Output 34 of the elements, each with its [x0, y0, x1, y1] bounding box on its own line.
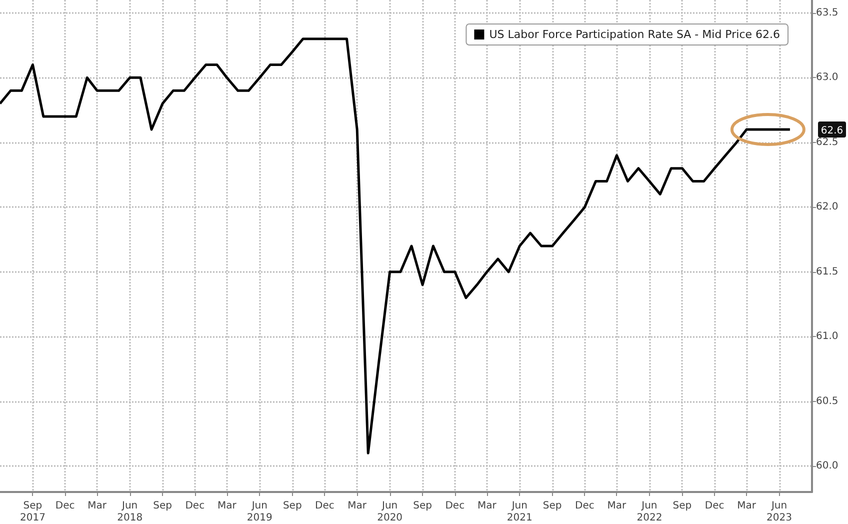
- x-tick-label: Mar: [88, 500, 108, 512]
- y-tick-label: 61.0: [816, 331, 838, 342]
- x-tick-label: Sep: [153, 500, 172, 512]
- x-tick-label: Jun 2019: [246, 500, 272, 524]
- x-tick-label: Dec: [445, 500, 465, 512]
- legend-label: US Labor Force Participation Rate SA - Mid Price 62.6: [489, 28, 780, 41]
- x-tick-label: Dec: [315, 500, 334, 512]
- y-tick-label: 62.5: [816, 136, 838, 148]
- y-tick-label: 63.0: [816, 72, 838, 84]
- text: 62.6: [820, 125, 844, 136]
- x-tick-label: Mar: [217, 500, 238, 512]
- x-tick-label: Jun 2021: [506, 500, 532, 524]
- x-tick-label: Dec: [575, 500, 594, 512]
- y-tick-label: 60.5: [816, 396, 838, 407]
- x-tick-label: Mar: [607, 500, 628, 512]
- x-tick-label: Sep: [282, 500, 302, 512]
- x-tick-label: Dec: [185, 500, 205, 512]
- y-tick-label: 62.0: [816, 202, 838, 213]
- x-tick-label: Dec: [55, 500, 75, 512]
- x-tick-label: Jun 2022: [636, 500, 662, 524]
- x-tick-label: Sep: [672, 500, 692, 512]
- x-tick-label: Mar: [737, 500, 757, 512]
- x-tick-label: Sep: [542, 500, 562, 512]
- x-tick-label: Dec: [704, 500, 724, 512]
- x-tick-label: Mar: [477, 500, 498, 512]
- x-tick-label: Mar: [348, 500, 368, 512]
- x-tick-label: Jun 2020: [377, 500, 403, 524]
- y-tick-label: 61.5: [816, 266, 838, 278]
- x-tick-label: Sep: [413, 500, 432, 512]
- y-tick-label: 60.0: [816, 460, 838, 472]
- x-tick-label: Jun 2018: [117, 500, 143, 524]
- x-tick-label: Sep 2017: [20, 500, 46, 524]
- x-tick-label: Jun 2023: [766, 500, 792, 524]
- y-tick-label: 63.5: [816, 7, 838, 18]
